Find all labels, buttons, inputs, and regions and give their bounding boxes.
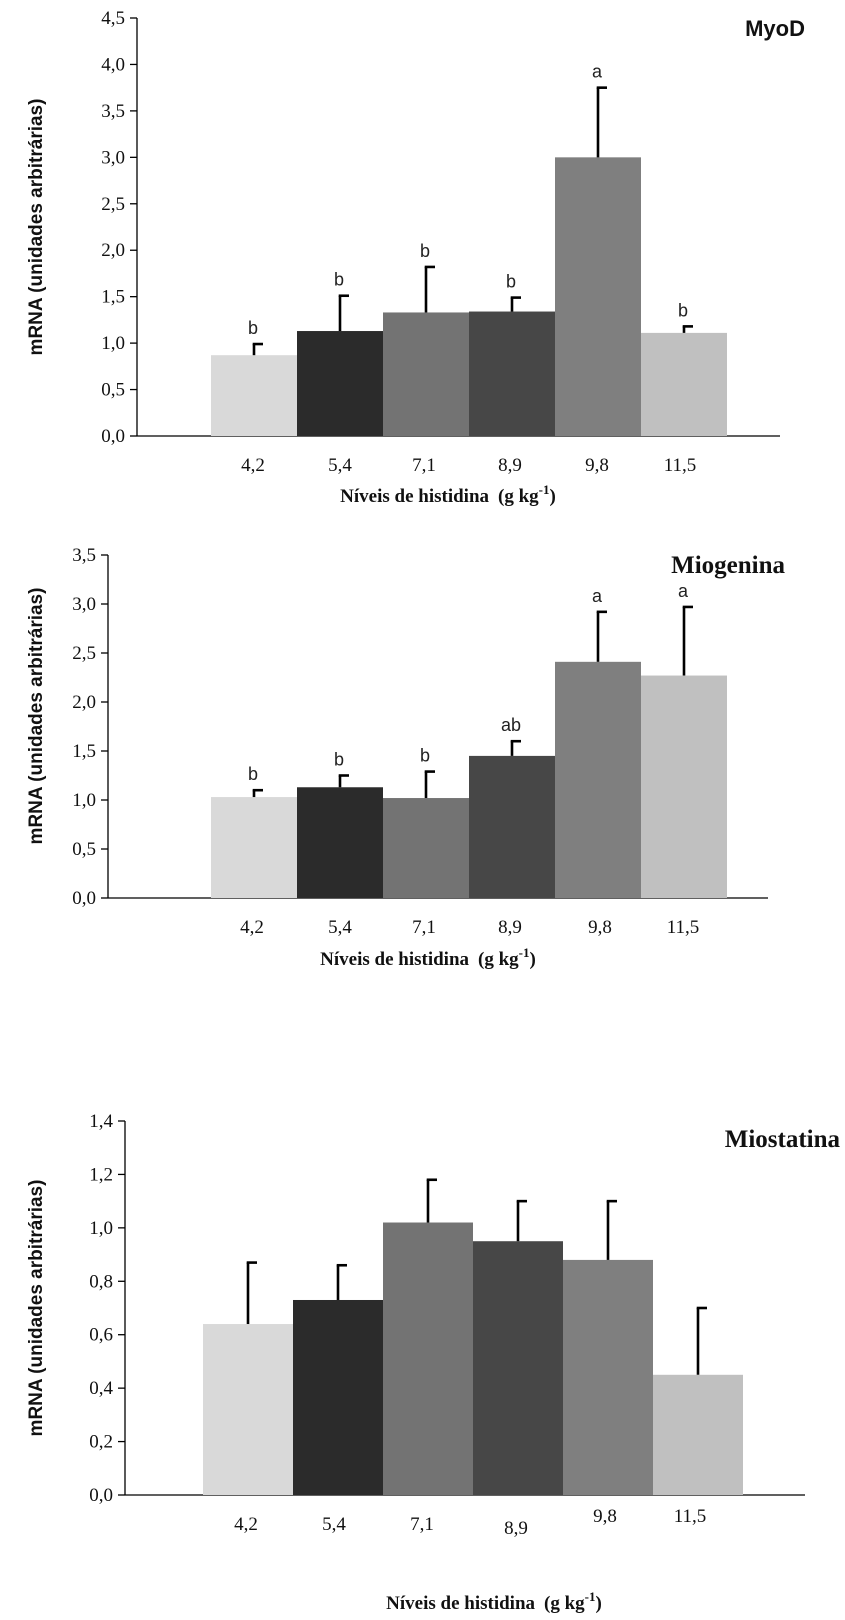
y-tick-label: 0,5	[72, 839, 96, 860]
significance-label: b	[420, 241, 430, 261]
myod-chart: 0,0 0,5 1,0 1,5 2,0 2,5 3,0 3,5 4,0 4,5 b 4,2 b 5,4 b 7…	[26, 8, 805, 507]
y-tick-label: 0,0	[72, 888, 96, 909]
bar	[297, 331, 383, 436]
y-axis-label: mRNA (unidades arbitrárias)	[26, 1180, 47, 1437]
y-tick-label: 0,5	[101, 380, 125, 401]
bar	[653, 1374, 743, 1495]
x-axis-label-text: Níveis de histidina	[386, 1593, 535, 1614]
y-tick-label: 1,0	[89, 1218, 113, 1239]
significance-label: b	[420, 746, 430, 766]
x-axis-label: Níveis de histidina (g kg-1)	[386, 1589, 602, 1614]
x-axis-label-unit: (g kg	[544, 1593, 585, 1614]
x-tick-label: 8,9	[498, 917, 522, 938]
y-tick-label: 3,5	[72, 545, 96, 566]
y-tick-label: 3,5	[101, 101, 125, 122]
x-tick-label: 8,9	[498, 455, 522, 476]
y-tick-label: 1,2	[89, 1164, 113, 1185]
bar	[555, 661, 641, 898]
significance-label: b	[506, 272, 516, 292]
significance-label: b	[248, 318, 258, 338]
significance-label: b	[248, 764, 258, 784]
bar	[641, 675, 727, 898]
bar	[211, 355, 297, 436]
x-axis-label-unit: (g kg	[498, 486, 539, 507]
x-tick-label: 4,2	[240, 917, 264, 938]
y-tick-label: 1,0	[101, 333, 125, 354]
x-axis-label-unit: (g kg	[478, 949, 519, 970]
bar	[641, 332, 727, 436]
bar	[469, 311, 555, 436]
significance-label: b	[678, 300, 688, 320]
x-tick-label: 5,4	[328, 455, 352, 476]
y-axis-label: mRNA (unidades arbitrárias)	[26, 99, 47, 356]
x-axis-label: Níveis de histidina (g kg-1)	[340, 482, 556, 507]
y-tick-label: 2,5	[101, 194, 125, 215]
x-tick-label: 11,5	[674, 1506, 707, 1527]
y-tick-label: 1,4	[89, 1111, 113, 1132]
y-tick-label: 2,0	[101, 240, 125, 261]
x-axis-label-exponent: -1	[585, 1589, 596, 1604]
bar	[203, 1324, 293, 1495]
y-tick-label: 1,0	[72, 790, 96, 811]
bar	[383, 312, 469, 436]
bar	[297, 787, 383, 898]
x-tick-label: 9,8	[585, 455, 609, 476]
significance-label: a	[592, 586, 603, 606]
y-tick-label: 0,8	[89, 1271, 113, 1292]
y-tick-label: 0,4	[89, 1378, 113, 1399]
x-tick-label: 4,2	[234, 1514, 258, 1535]
significance-label: ab	[501, 715, 521, 735]
x-tick-label: 11,5	[667, 917, 700, 938]
x-tick-label: 5,4	[322, 1514, 346, 1535]
y-tick-label: 1,5	[72, 741, 96, 762]
bar	[293, 1299, 383, 1495]
significance-label: b	[334, 750, 344, 770]
x-tick-label: 5,4	[328, 917, 352, 938]
x-tick-label: 9,8	[593, 1506, 617, 1527]
miogenina-chart: 0,0 0,5 1,0 1,5 2,0 2,5 3,0 3,5 b 4,2 b 5,4 b 7,1 ab 8,…	[26, 545, 785, 970]
x-tick-label: 9,8	[588, 917, 612, 938]
x-axis-label-close: )	[550, 486, 556, 507]
x-tick-label: 8,9	[504, 1518, 528, 1539]
chart-title: Miogenina	[671, 552, 785, 579]
y-tick-label: 2,5	[72, 643, 96, 664]
significance-label: a	[592, 62, 603, 82]
bar	[383, 798, 469, 898]
bar	[211, 797, 297, 898]
x-axis-label-close: )	[596, 1593, 602, 1614]
y-tick-label: 4,0	[101, 54, 125, 75]
y-tick-label: 1,5	[101, 287, 125, 308]
y-tick-label: 3,0	[72, 594, 96, 615]
x-axis-label-exponent: -1	[519, 945, 530, 960]
y-tick-label: 3,0	[101, 147, 125, 168]
bar	[383, 1222, 473, 1495]
x-axis-label: Níveis de histidina (g kg-1)	[320, 945, 536, 970]
y-axis-label: mRNA (unidades arbitrárias)	[26, 588, 47, 845]
x-tick-label: 4,2	[241, 455, 265, 476]
x-axis-label-exponent: -1	[539, 482, 550, 497]
x-tick-label: 11,5	[664, 455, 697, 476]
bar	[473, 1241, 563, 1495]
bar	[563, 1259, 653, 1495]
x-tick-label: 7,1	[412, 455, 436, 476]
x-tick-label: 7,1	[410, 1514, 434, 1535]
y-tick-label: 0,0	[89, 1485, 113, 1506]
bar	[469, 755, 555, 898]
significance-label: a	[678, 581, 689, 601]
chart-title: Miostatina	[725, 1126, 841, 1153]
y-tick-label: 0,6	[89, 1325, 113, 1346]
x-axis-label-close: )	[530, 949, 536, 970]
y-tick-label: 0,2	[89, 1432, 113, 1453]
x-axis-label-text: Níveis de histidina	[340, 486, 489, 507]
y-tick-label: 4,5	[101, 8, 125, 29]
significance-label: b	[334, 270, 344, 290]
miostatina-chart: 0,0 0,2 0,4 0,6 0,8 1,0 1,2 1,4 4,2 5,4 7,1 8,9 9,8 1…	[26, 1111, 840, 1614]
bar	[555, 157, 641, 437]
x-tick-label: 7,1	[412, 917, 436, 938]
y-tick-label: 2,0	[72, 692, 96, 713]
y-tick-label: 0,0	[101, 426, 125, 447]
x-axis-label-text: Níveis de histidina	[320, 949, 469, 970]
chart-title: MyoD	[745, 16, 805, 41]
